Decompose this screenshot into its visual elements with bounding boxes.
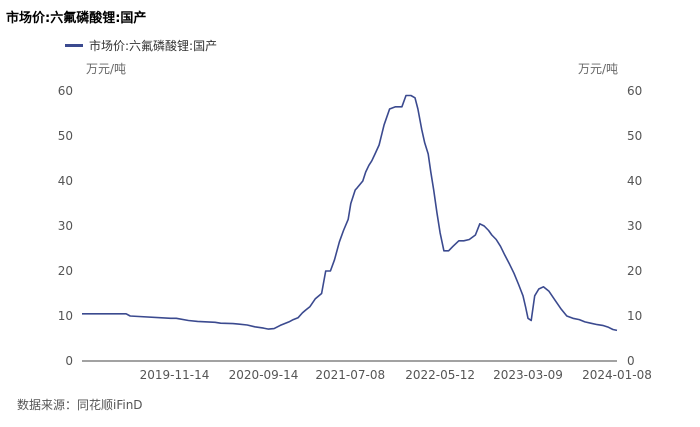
x-tick-label: 2019-11-14 xyxy=(140,368,210,382)
y-tick-label-right: 40 xyxy=(627,174,642,188)
series-line-0 xyxy=(82,94,618,332)
left-axis-unit: 万元/吨 xyxy=(86,62,127,76)
y-tick-label-right: 30 xyxy=(627,219,642,233)
x-tick-label: 2024-01-08 xyxy=(582,368,652,382)
y-tick-label-right: 60 xyxy=(627,84,642,98)
x-tick-label: 2023-03-09 xyxy=(493,368,563,382)
y-tick-label-left: 40 xyxy=(58,174,73,188)
y-tick-label-left: 30 xyxy=(58,219,73,233)
y-tick-label-left: 0 xyxy=(65,354,73,368)
chart-title: 市场价:六氟磷酸锂:国产 xyxy=(6,11,147,26)
legend-swatch xyxy=(65,44,83,47)
data-source: 数据来源：同花顺iFinD xyxy=(17,398,143,412)
x-tick-label: 2021-07-08 xyxy=(315,368,385,382)
y-tick-label-left: 50 xyxy=(58,129,73,143)
y-tick-label-right: 0 xyxy=(627,354,635,368)
y-tick-label-left: 60 xyxy=(58,84,73,98)
y-tick-label-left: 10 xyxy=(58,309,73,323)
y-tick-label-right: 50 xyxy=(627,129,642,143)
legend-label: 市场价:六氟磷酸锂:国产 xyxy=(89,39,218,53)
y-tick-label-left: 20 xyxy=(58,264,73,278)
legend: 市场价:六氟磷酸锂:国产 xyxy=(65,37,217,54)
right-axis-unit: 万元/吨 xyxy=(577,62,618,76)
x-tick-label: 2022-05-12 xyxy=(405,368,475,382)
y-tick-label-right: 20 xyxy=(627,264,642,278)
x-tick-label: 2020-09-14 xyxy=(229,368,299,382)
y-tick-label-right: 10 xyxy=(627,309,642,323)
